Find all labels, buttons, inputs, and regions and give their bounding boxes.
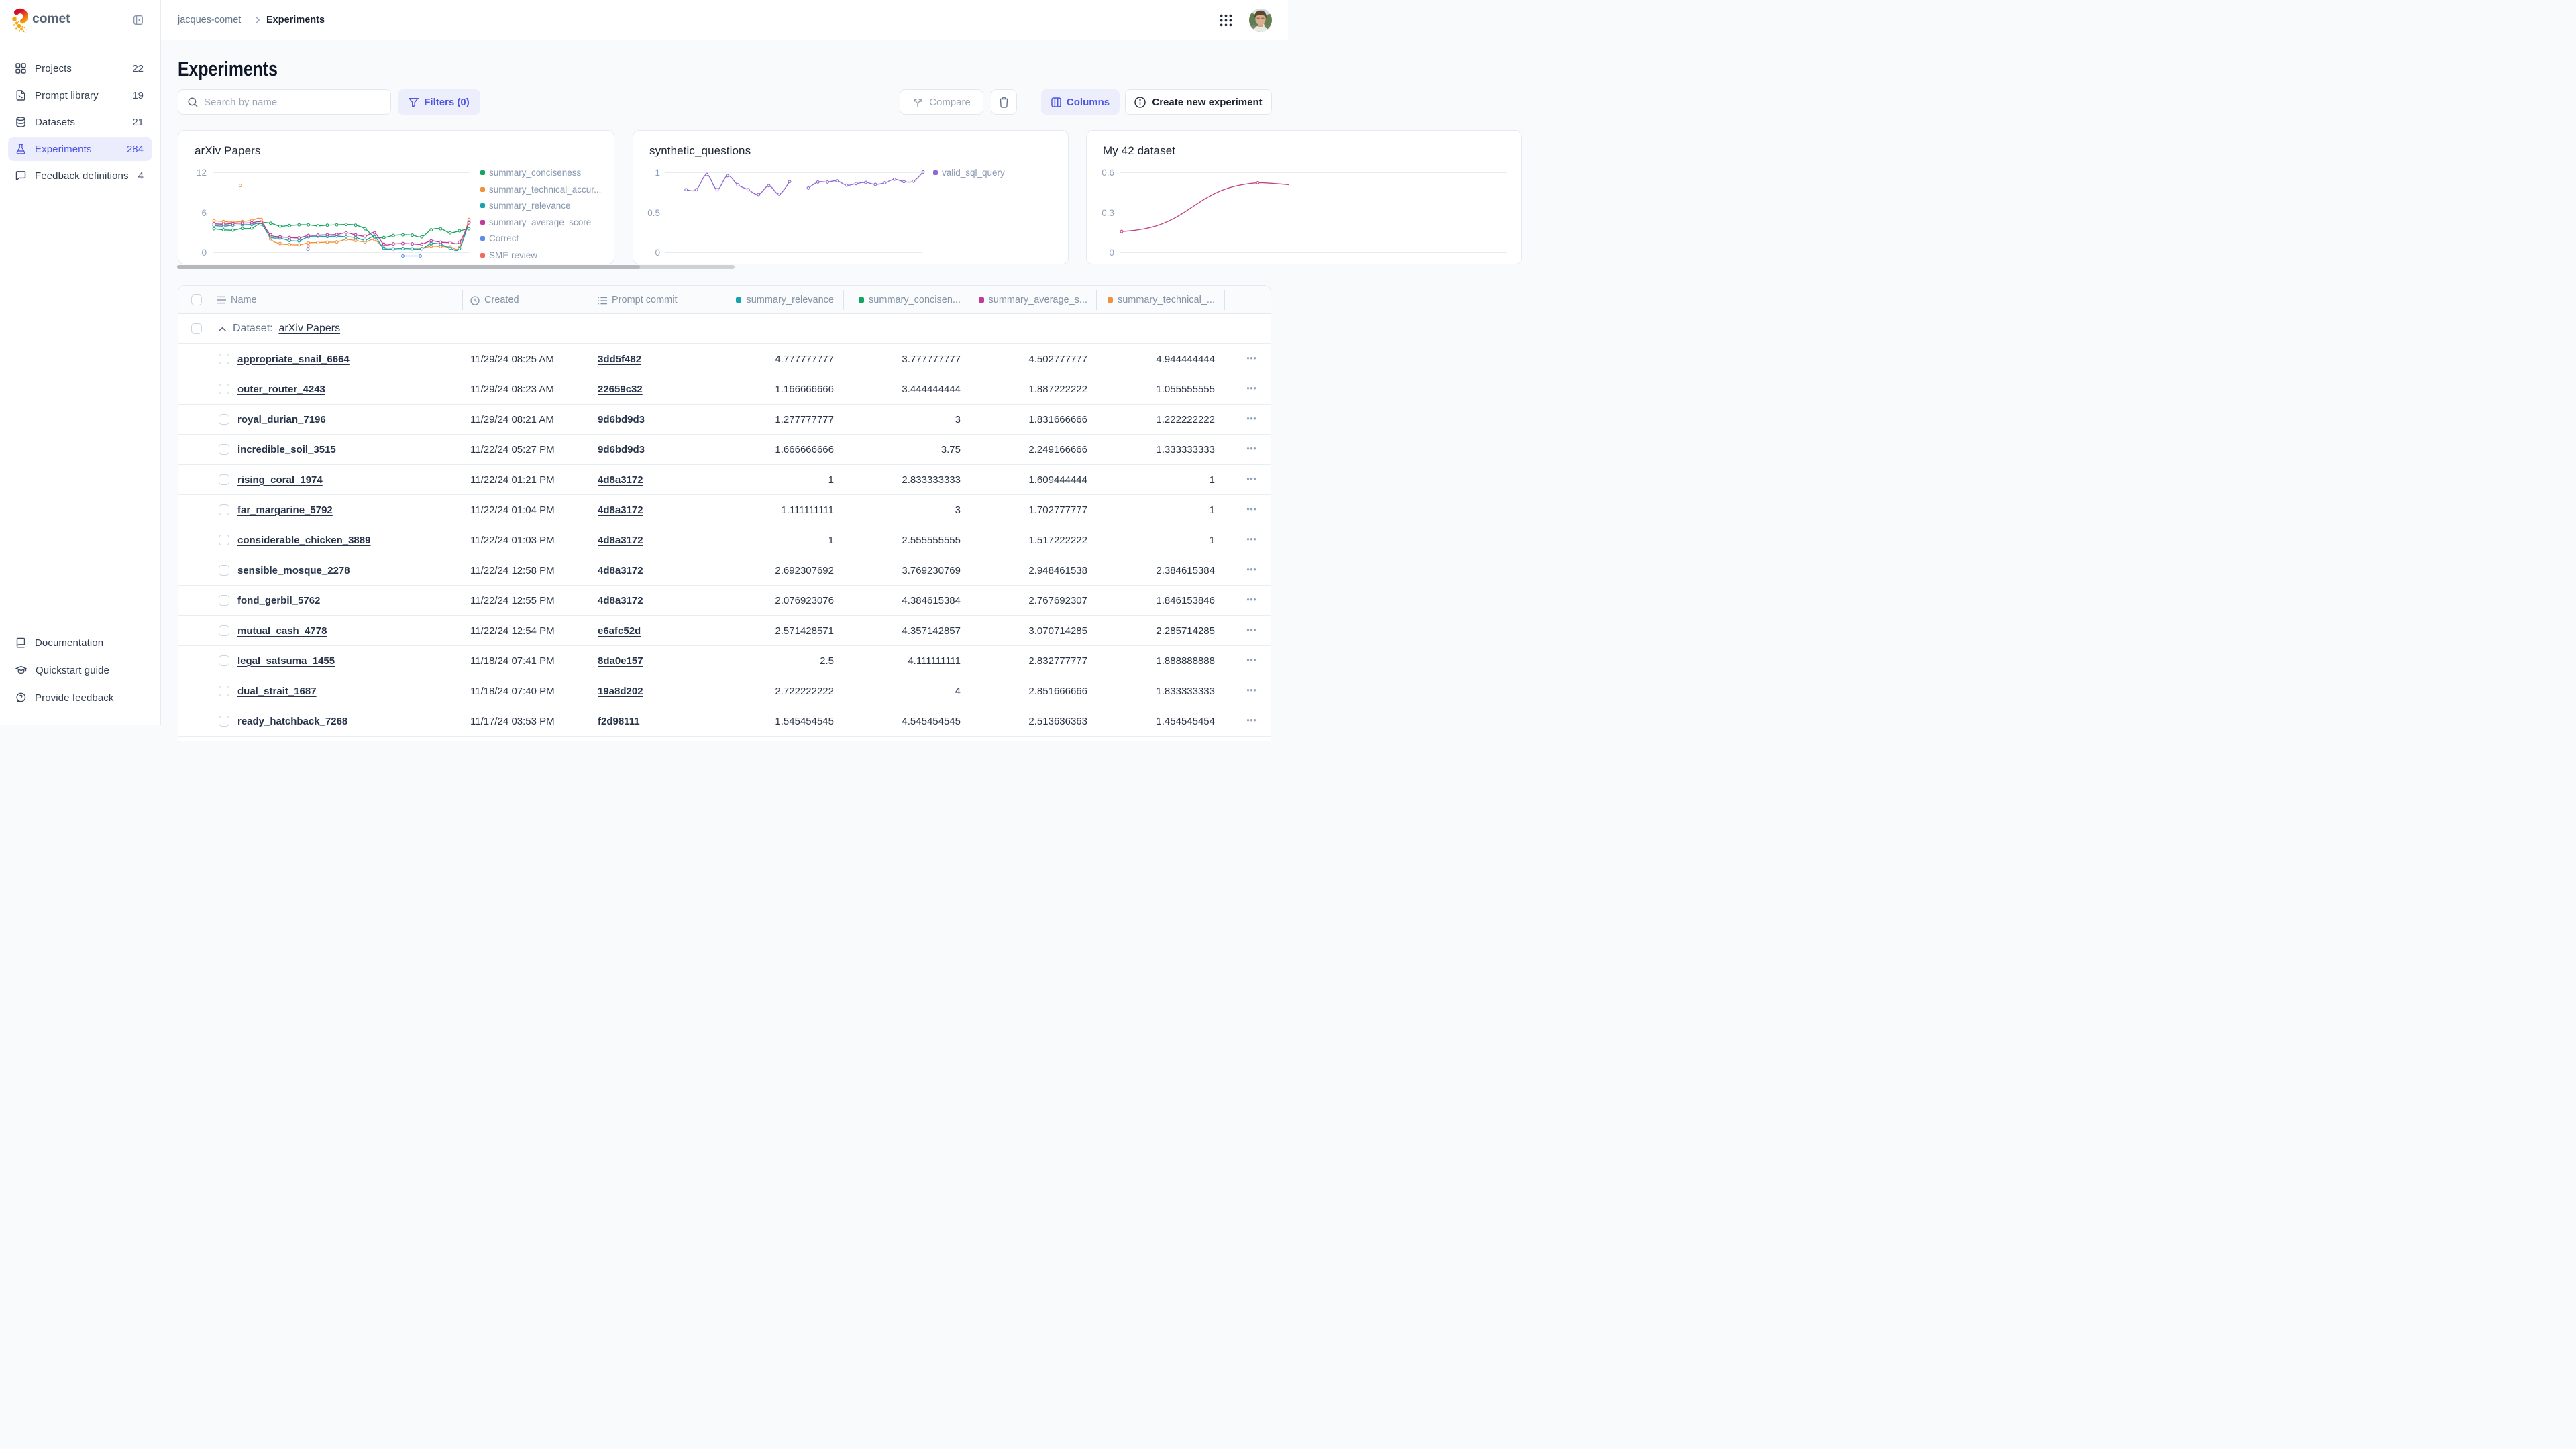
svg-text:6: 6 xyxy=(201,208,207,218)
svg-text:12: 12 xyxy=(197,168,207,178)
svg-text:0: 0 xyxy=(201,248,207,258)
svg-text:1: 1 xyxy=(655,168,660,178)
svg-text:0: 0 xyxy=(1109,248,1114,258)
svg-text:0.6: 0.6 xyxy=(1102,168,1114,178)
svg-text:0.3: 0.3 xyxy=(1102,208,1114,218)
svg-text:0.5: 0.5 xyxy=(647,208,660,218)
svg-text:0: 0 xyxy=(655,248,660,258)
